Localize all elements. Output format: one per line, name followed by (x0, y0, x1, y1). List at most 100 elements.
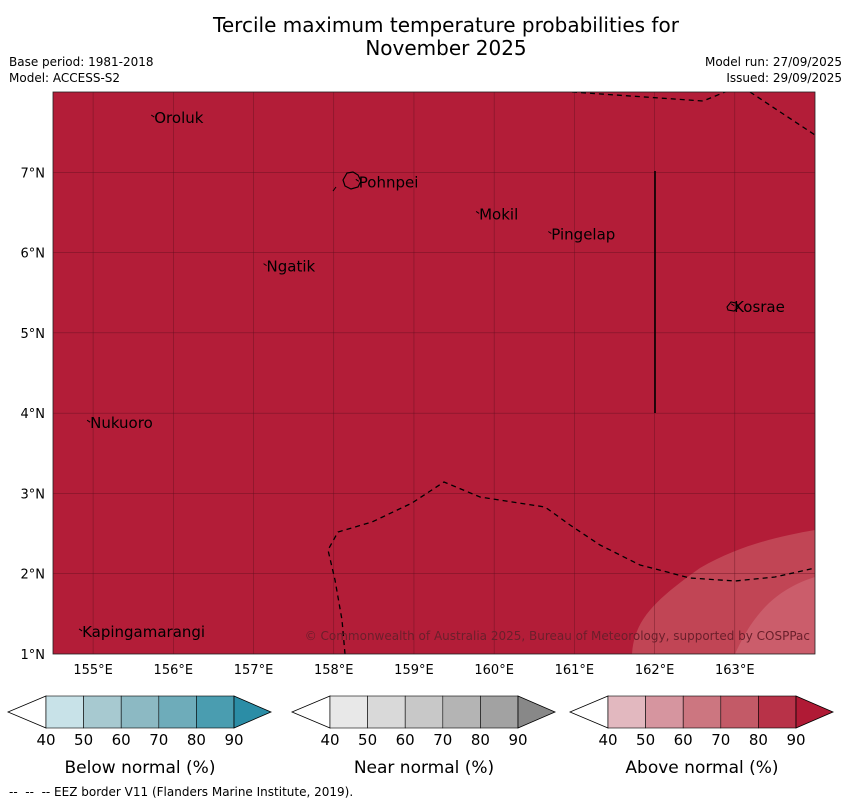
map-area (53, 92, 815, 654)
legend-low-extend (6, 695, 47, 729)
lon-tick-label: 160°E (474, 663, 514, 678)
meta-right: Model run: 27/09/2025 Issued: 29/09/2025 (705, 54, 842, 86)
model-name: Model: ACCESS-S2 (9, 71, 121, 85)
legend-tick-label: 70 (711, 731, 730, 749)
legend-tick-label: 70 (149, 731, 168, 749)
meta-left: Base period: 1981-2018 Model: ACCESS-S2 (9, 54, 154, 86)
island-marker (78, 628, 83, 632)
lon-tick-label: 159°E (394, 663, 434, 678)
copyright-notice: © Commonwealth of Australia 2025, Bureau… (305, 629, 810, 643)
legend-group: 40 50 60 70 80 90 Below normal (%) 40 50 60 70 80 90… (6, 695, 835, 778)
legend-swatch (442, 695, 481, 729)
island-marker (475, 211, 480, 214)
legend-swatch (45, 695, 84, 729)
legend-low-extend (290, 695, 331, 729)
island-marker (355, 178, 360, 182)
title-line-1: Tercile maximum temperature probabilitie… (213, 13, 679, 37)
legend-1: 40 50 60 70 80 90 Near normal (%) (290, 695, 557, 778)
place-label: Pingelap (551, 226, 615, 244)
place-label: Kapingamarangi (82, 623, 205, 641)
island-marker (86, 419, 91, 423)
lat-tick-label: 6°N (21, 247, 46, 262)
legend-tick-label: 90 (224, 731, 243, 749)
legend-tick-label: 50 (74, 731, 93, 749)
legend-swatch (158, 695, 197, 729)
place-label: Kosrae (734, 298, 785, 316)
place-label: Pohnpei (359, 173, 419, 191)
map-frame (52, 91, 816, 655)
base-period: Base period: 1981-2018 (9, 55, 154, 69)
legend-swatch (120, 695, 160, 729)
legend-swatch (758, 695, 797, 729)
island-marker (263, 263, 267, 267)
legend-swatch (83, 695, 122, 729)
legend-tick-label: 50 (358, 731, 377, 749)
eez-border-north (571, 92, 815, 136)
legend-swatch (196, 695, 235, 729)
kosrae-island-outline (726, 301, 740, 312)
legend-tick-label: 50 (636, 731, 655, 749)
issued-date: Issued: 29/09/2025 (726, 71, 842, 85)
legend-swatch (480, 695, 519, 729)
legend-tick-label: 40 (598, 731, 617, 749)
legend-tick-label: 80 (749, 731, 768, 749)
legend-tick-label: 80 (471, 731, 490, 749)
lon-tick-label: 161°E (555, 663, 595, 678)
legend-low-extend (568, 695, 609, 729)
lon-tick-label: 162°E (635, 663, 675, 678)
lat-tick-label: 5°N (21, 327, 46, 342)
lat-tick-label: 2°N (21, 568, 46, 583)
legend-swatch (404, 695, 444, 729)
island-marker (150, 114, 155, 118)
legend-swatch (720, 695, 759, 729)
island-marker (730, 303, 735, 307)
legend-tick-label: 60 (112, 731, 131, 749)
legend-high-extend (795, 695, 835, 729)
lon-tick-label: 158°E (314, 663, 354, 678)
legend-title: Above normal (%) (625, 758, 778, 778)
title-line-2: November 2025 (365, 36, 527, 60)
lat-tick-label: 3°N (21, 487, 46, 502)
place-label: Ngatik (267, 258, 316, 276)
map-title: Tercile maximum temperature probabilitie… (0, 14, 850, 60)
legend-tick-label: 90 (786, 731, 805, 749)
model-run: Model run: 27/09/2025 (704, 55, 842, 69)
legend-title: Below normal (%) (65, 758, 216, 778)
legend-swatch (645, 695, 684, 729)
legend-tick-label: 70 (433, 731, 452, 749)
legend-swatch (682, 695, 722, 729)
pohnpei-island-outline (342, 171, 362, 190)
lower-probability-region-inner (735, 577, 815, 654)
lon-tick-label: 155°E (73, 663, 113, 678)
lon-tick-label: 157°E (234, 663, 274, 678)
eez-footnote: -- -- -- EEZ border V11 (Flanders Marine… (9, 785, 354, 799)
legend-swatch (367, 695, 406, 729)
legend-high-extend (517, 695, 557, 729)
place-label: Mokil (479, 205, 518, 223)
lat-tick-label: 1°N (21, 648, 46, 663)
legend-tick-label: 60 (674, 731, 693, 749)
lon-tick-label: 156°E (154, 663, 194, 678)
lower-probability-region (632, 530, 815, 654)
place-label: Oroluk (154, 109, 203, 127)
legend-high-extend (233, 695, 273, 729)
island-marker (548, 231, 552, 234)
legend-tick-label: 60 (396, 731, 415, 749)
legend-tick-label: 40 (36, 731, 55, 749)
legend-title: Near normal (%) (354, 758, 494, 778)
lat-tick-label: 7°N (21, 166, 46, 181)
legend-0: 40 50 60 70 80 90 Below normal (%) (6, 695, 273, 778)
legend-tick-label: 40 (320, 731, 339, 749)
legend-swatch (607, 695, 646, 729)
legend-swatch (329, 695, 368, 729)
eez-border-south (327, 481, 815, 654)
lat-tick-label: 4°N (21, 407, 46, 422)
axis-ticks: 155°E 156°E 157°E 158°E 159°E 160°E 161°E 162°E… (21, 166, 755, 678)
lon-tick-label: 163°E (715, 663, 755, 678)
pohnpei-reef (332, 186, 337, 192)
place-labels: Oroluk Pohnpei Mokil Pingelap Ngatik Kosrae Nu… (78, 109, 785, 641)
legend-tick-label: 90 (508, 731, 527, 749)
legend-2: 40 50 60 70 80 90 Above normal (%) (568, 695, 835, 778)
legend-tick-label: 80 (187, 731, 206, 749)
